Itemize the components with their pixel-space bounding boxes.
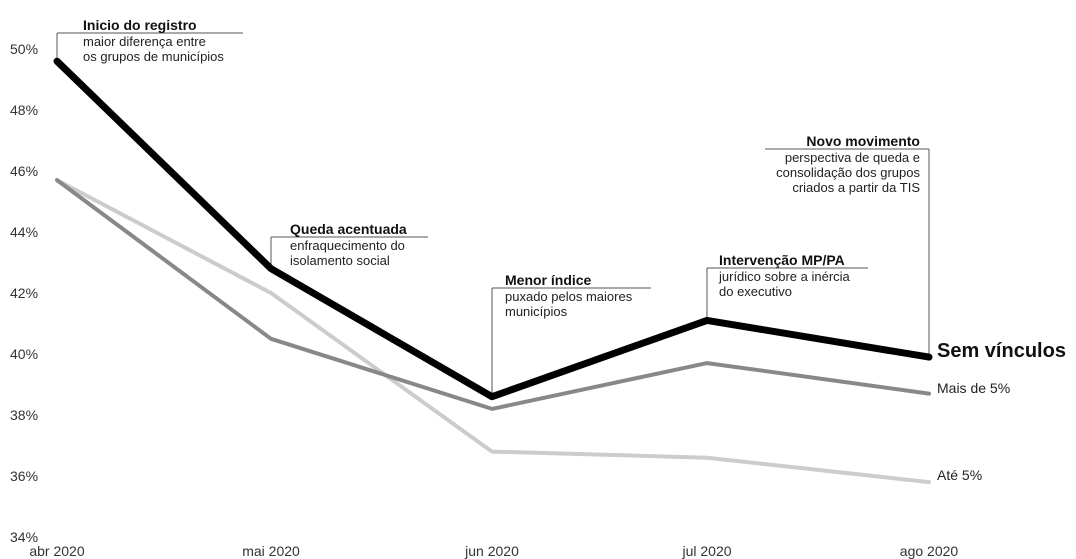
annotation-text: do executivo — [719, 284, 792, 299]
x-tick-label: abr 2020 — [29, 543, 84, 559]
annotation-text: municípios — [505, 304, 568, 319]
series-label-ate-5: Até 5% — [937, 467, 982, 483]
y-tick-label: 50% — [10, 41, 38, 57]
annotation-text: os grupos de municípios — [83, 49, 224, 64]
annotation-text: isolamento social — [290, 253, 390, 268]
annotation-text: enfraquecimento do — [290, 238, 405, 253]
annotation-text: criados a partir da TIS — [792, 180, 920, 195]
x-tick-label: ago 2020 — [900, 543, 959, 559]
y-tick-label: 42% — [10, 285, 38, 301]
y-tick-label: 46% — [10, 163, 38, 179]
series-end-labels: Sem vínculos Mais de 5% Até 5% — [937, 340, 1066, 483]
annotation-text: puxado pelos maiores — [505, 289, 633, 304]
annotation-text: consolidação dos grupos — [776, 165, 920, 180]
annotation-text: jurídico sobre a inércia — [718, 269, 851, 284]
y-tick-label: 38% — [10, 407, 38, 423]
y-tick-label: 44% — [10, 224, 38, 240]
series-line-sem-vinculos — [53, 57, 933, 401]
series-label-mais-de-5: Mais de 5% — [937, 380, 1010, 396]
annotation-title: Inicio do registro — [83, 17, 197, 33]
y-tick-label: 36% — [10, 468, 38, 484]
series-line-ate-5 — [55, 178, 931, 485]
x-tick-label: jul 2020 — [681, 543, 731, 559]
annotation-title: Intervenção MP/PA — [719, 252, 845, 268]
y-tick-label: 40% — [10, 346, 38, 362]
series-line-mais-de-5 — [55, 178, 931, 411]
y-axis: 34% 36% 38% 40% 42% 44% 46% 48% 50% — [10, 41, 38, 545]
series-label-sem-vinculos: Sem vínculos — [937, 340, 1066, 362]
x-tick-label: mai 2020 — [242, 543, 300, 559]
y-tick-label: 48% — [10, 102, 38, 118]
annotation-title: Menor índice — [505, 272, 592, 288]
annotation-text: perspectiva de queda e — [785, 150, 920, 165]
annotation-title: Queda acentuada — [290, 221, 407, 237]
y-tick-label: 34% — [10, 529, 38, 545]
annotation-title: Novo movimento — [806, 133, 920, 149]
x-tick-label: jun 2020 — [464, 543, 519, 559]
x-axis: abr 2020 mai 2020 jun 2020 jul 2020 ago 2020 — [29, 543, 958, 559]
series-lines — [53, 57, 933, 485]
annotation-text: maior diferença entre — [83, 34, 206, 49]
